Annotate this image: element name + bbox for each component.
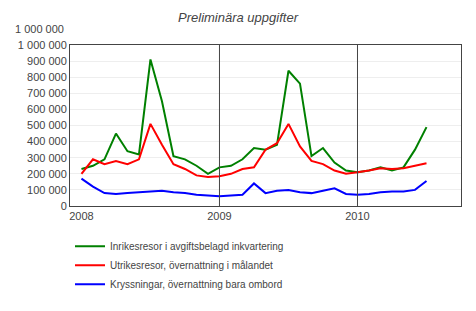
svg-text:800 000: 800 000: [27, 71, 67, 83]
svg-text:600 000: 600 000: [27, 103, 67, 115]
svg-text:400 000: 400 000: [27, 135, 67, 147]
svg-text:900 000: 900 000: [27, 55, 67, 67]
svg-text:2010: 2010: [345, 210, 369, 222]
svg-text:700 000: 700 000: [27, 87, 67, 99]
svg-text:0: 0: [61, 200, 67, 212]
svg-text:Inrikesresor i avgiftsbelagd i: Inrikesresor i avgiftsbelagd inkvarterin…: [110, 241, 283, 252]
svg-text:500 000: 500 000: [27, 119, 67, 131]
svg-text:200 000: 200 000: [27, 168, 67, 180]
svg-text:1 000 000: 1 000 000: [18, 39, 67, 51]
svg-text:Kryssningar, övernattning bara: Kryssningar, övernattning bara ombord: [110, 279, 282, 290]
svg-text:100 000: 100 000: [27, 184, 67, 196]
svg-text:300 000: 300 000: [27, 152, 67, 164]
svg-text:Preliminära uppgifter: Preliminära uppgifter: [178, 10, 299, 25]
svg-text:Utrikesresor, övernattning i m: Utrikesresor, övernattning i målandet: [110, 260, 273, 271]
svg-text:2009: 2009: [207, 210, 231, 222]
svg-text:2008: 2008: [69, 210, 93, 222]
svg-text:1 000 000: 1 000 000: [15, 23, 64, 35]
